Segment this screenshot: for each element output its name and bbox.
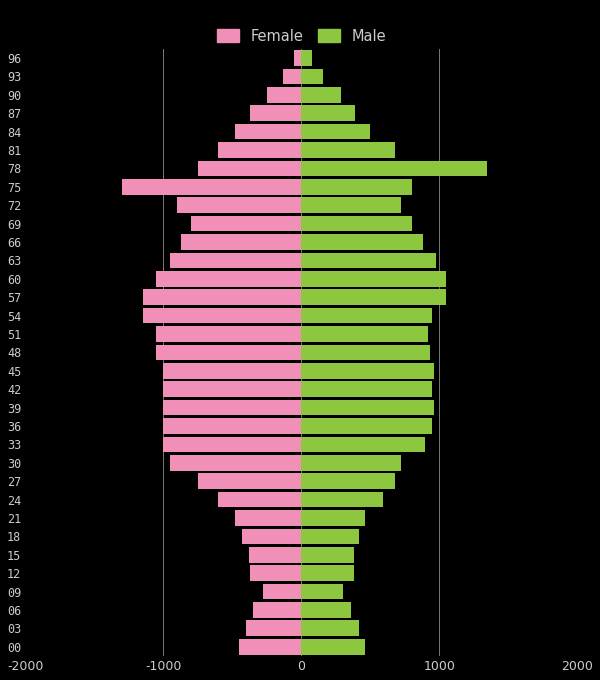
Bar bbox=[163, 400, 301, 415]
Bar bbox=[163, 418, 301, 434]
Bar bbox=[283, 69, 301, 84]
Legend: Female, Male: Female, Male bbox=[211, 22, 392, 50]
Bar bbox=[163, 437, 301, 452]
Bar bbox=[301, 124, 370, 139]
Bar bbox=[143, 308, 301, 324]
Bar bbox=[301, 492, 383, 507]
Bar bbox=[250, 105, 301, 121]
Bar bbox=[170, 252, 301, 268]
Bar bbox=[163, 363, 301, 379]
Bar bbox=[263, 583, 301, 599]
Bar bbox=[301, 363, 434, 379]
Bar bbox=[301, 547, 353, 562]
Bar bbox=[163, 381, 301, 397]
Bar bbox=[235, 510, 301, 526]
Bar bbox=[242, 528, 301, 544]
Bar bbox=[218, 142, 301, 158]
Bar bbox=[143, 290, 301, 305]
Bar bbox=[122, 179, 301, 194]
Bar bbox=[198, 473, 301, 489]
Bar bbox=[301, 308, 432, 324]
Bar bbox=[246, 620, 301, 636]
Bar bbox=[301, 473, 395, 489]
Bar bbox=[301, 528, 359, 544]
Bar bbox=[301, 142, 395, 158]
Bar bbox=[301, 620, 359, 636]
Bar bbox=[157, 326, 301, 342]
Bar bbox=[301, 583, 343, 599]
Bar bbox=[301, 381, 432, 397]
Bar bbox=[235, 124, 301, 139]
Bar bbox=[249, 547, 301, 562]
Bar bbox=[301, 216, 412, 231]
Bar bbox=[301, 252, 436, 268]
Bar bbox=[191, 216, 301, 231]
Bar bbox=[301, 565, 353, 581]
Bar bbox=[301, 602, 351, 617]
Bar bbox=[301, 160, 487, 176]
Bar bbox=[198, 160, 301, 176]
Bar bbox=[301, 50, 312, 66]
Bar bbox=[301, 87, 341, 103]
Bar bbox=[301, 437, 425, 452]
Bar bbox=[181, 234, 301, 250]
Bar bbox=[301, 455, 401, 471]
Bar bbox=[301, 271, 446, 286]
Bar bbox=[157, 345, 301, 360]
Bar bbox=[218, 492, 301, 507]
Bar bbox=[301, 234, 422, 250]
Bar bbox=[301, 326, 428, 342]
Bar bbox=[301, 179, 412, 194]
Bar bbox=[301, 105, 355, 121]
Bar bbox=[295, 50, 301, 66]
Bar bbox=[301, 418, 432, 434]
Bar bbox=[170, 455, 301, 471]
Bar bbox=[301, 345, 430, 360]
Bar bbox=[250, 565, 301, 581]
Bar bbox=[253, 602, 301, 617]
Bar bbox=[301, 510, 365, 526]
Bar bbox=[301, 639, 365, 655]
Bar bbox=[301, 197, 401, 213]
Bar bbox=[301, 290, 446, 305]
Bar bbox=[239, 639, 301, 655]
Bar bbox=[301, 69, 323, 84]
Bar bbox=[157, 271, 301, 286]
Bar bbox=[301, 400, 434, 415]
Bar bbox=[267, 87, 301, 103]
Bar bbox=[177, 197, 301, 213]
